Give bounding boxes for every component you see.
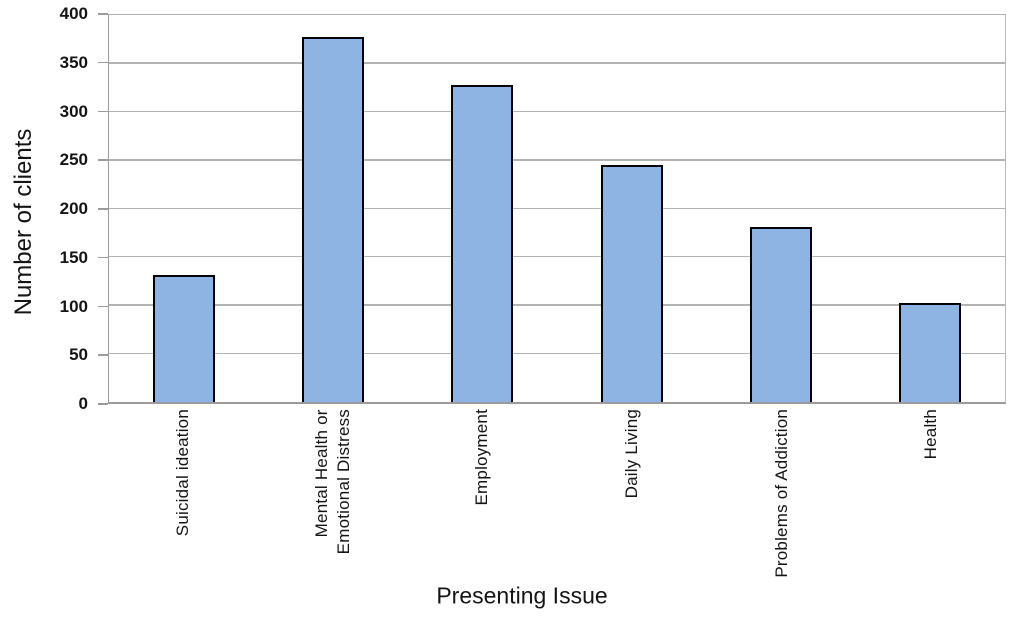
y-tick-mark: [98, 61, 108, 64]
y-tick-mark: [98, 110, 108, 112]
y-tick-label: 0: [78, 394, 88, 413]
gridline: [109, 255, 1005, 258]
y-tick-mark: [98, 208, 108, 210]
bar: [899, 303, 962, 402]
bar: [600, 164, 663, 402]
category-label-slot: Suicidal ideation: [172, 409, 194, 536]
x-axis-title: Presenting Issue: [436, 582, 608, 609]
bar: [750, 226, 812, 402]
bar: [451, 84, 514, 402]
y-tick-label: 150: [59, 247, 88, 267]
category-label: Problems of Addiction: [771, 409, 791, 578]
y-tick-label: 350: [59, 52, 88, 72]
x-axis-category-labels: Suicidal ideation Mental Health or Emotio…: [108, 409, 1006, 584]
category-label-slot: Health: [920, 409, 942, 459]
y-axis-tick-labels: 400 350 300 250 200 150 100 50 0: [0, 4, 108, 413]
y-tick-label: 100: [59, 296, 88, 316]
category-label: Health: [921, 409, 941, 460]
category-label-slot: Employment: [471, 409, 493, 505]
category-label: Suicidal ideation: [172, 409, 192, 537]
plot-area: [108, 14, 1006, 404]
y-tick-label: 50: [69, 345, 88, 365]
gridline: [109, 110, 1005, 113]
y-tick-label: 200: [59, 199, 88, 218]
category-label: Daily Living: [621, 409, 641, 499]
category-label-slot: Daily Living: [621, 409, 643, 498]
gridline: [109, 62, 1005, 64]
y-tick-label: 400: [59, 4, 88, 23]
y-tick-mark: [98, 159, 108, 161]
category-label: Mental Health or Emotional Distress: [311, 409, 353, 555]
gridline: [109, 352, 1005, 355]
category-label-slot: Problems of Addiction: [770, 409, 792, 578]
y-tick-mark: [98, 354, 108, 356]
y-tick-label: 300: [59, 101, 88, 121]
y-tick-mark: [98, 13, 108, 15]
gridline: [109, 304, 1005, 306]
y-tick-mark: [98, 256, 108, 259]
gridline: [109, 207, 1005, 209]
bar: [302, 37, 364, 402]
y-tick-mark: [98, 305, 108, 307]
category-label: Employment: [472, 409, 492, 506]
bar: [152, 275, 215, 402]
y-tick-mark: [98, 403, 108, 405]
gridline: [109, 159, 1005, 161]
y-tick-label: 250: [59, 150, 88, 170]
category-label-slot: Mental Health or Emotional Distress: [310, 409, 354, 554]
